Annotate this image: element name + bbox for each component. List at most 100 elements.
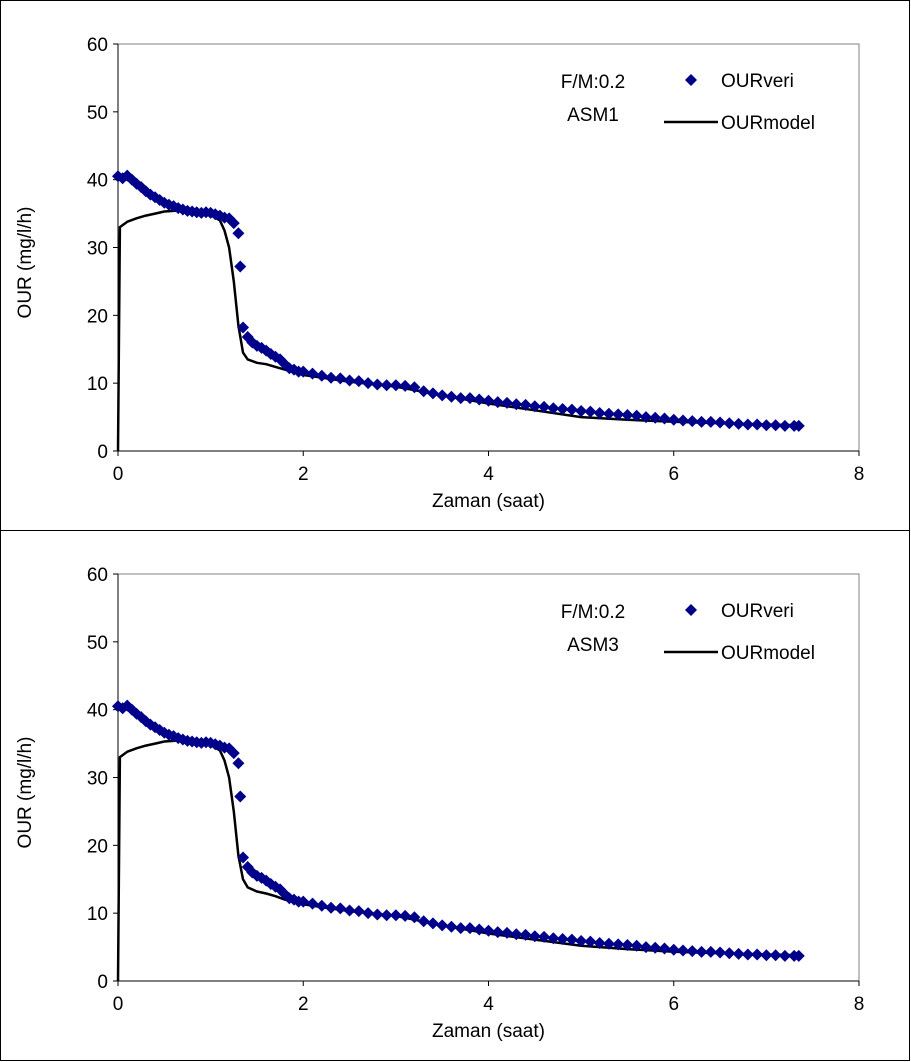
data-point (112, 700, 124, 713)
data-point (482, 394, 495, 407)
data-point (510, 398, 523, 411)
y-tick-label: 0 (97, 442, 108, 463)
data-point (501, 396, 514, 409)
data-point (237, 321, 250, 334)
x-tick-label: 0 (113, 464, 124, 485)
x-tick-label: 2 (298, 464, 309, 485)
data-point (584, 935, 597, 948)
data-point (741, 418, 754, 431)
data-point (792, 949, 805, 962)
data-point (695, 945, 708, 958)
data-point (417, 385, 430, 398)
data-point (630, 409, 643, 422)
legend-label: OURveri (721, 601, 794, 622)
data-point (760, 419, 773, 432)
legend-diamond-marker (685, 604, 697, 616)
data-point (667, 943, 680, 956)
data-point (325, 371, 338, 384)
data-point (760, 949, 773, 962)
data-point (741, 948, 754, 961)
y-tick-label: 30 (87, 769, 108, 790)
data-point (362, 377, 375, 390)
data-point (454, 922, 467, 935)
data-point (149, 721, 162, 734)
data-point (612, 408, 625, 421)
y-tick-label: 60 (87, 565, 108, 586)
data-point (667, 413, 680, 426)
data-point (556, 402, 569, 415)
data-point (575, 404, 588, 417)
y-tick-label: 10 (87, 904, 108, 925)
data-point (612, 938, 625, 951)
data-point (343, 374, 356, 387)
data-point (297, 895, 310, 908)
data-point (639, 411, 652, 424)
data-point (482, 924, 495, 937)
data-point (547, 932, 560, 945)
data-point (723, 417, 736, 430)
data-point (565, 933, 578, 946)
data-point (139, 715, 152, 728)
data-point (334, 372, 347, 385)
chart-asm1: 0 10 20 30 40 50 60 0 2 4 6 8 Zaman (saat) OUR (mg/l/… (15, 35, 865, 512)
data-point (593, 407, 606, 420)
data-point (399, 909, 412, 922)
chart-panel-asm1: 0 10 20 30 40 50 60 0 2 4 6 8 Zaman (saat) OUR (mg/l/… (0, 0, 910, 531)
data-point (519, 398, 532, 411)
data-point (463, 392, 476, 405)
chart-annotation: F/M:0.2 (561, 602, 625, 623)
x-tick-label: 8 (854, 994, 865, 1015)
chart-panel-asm3: 0 10 20 30 40 50 60 0 2 4 6 8 Zaman (saat) OUR (mg/l/… (0, 530, 910, 1061)
data-point (315, 899, 328, 912)
data-point (538, 930, 551, 943)
data-point (306, 897, 319, 910)
y-tick-label: 50 (87, 103, 108, 124)
data-point (167, 730, 180, 743)
data-point (213, 739, 226, 752)
series-ourveri (112, 699, 805, 962)
x-axis-label: Zaman (saat) (432, 1021, 545, 1042)
x-tick-label: 4 (483, 464, 494, 485)
data-point (658, 942, 671, 955)
data-point (510, 928, 523, 941)
data-point (352, 375, 365, 388)
data-point (297, 365, 310, 378)
data-point (408, 381, 421, 394)
data-point (343, 904, 356, 917)
x-tick-label: 0 (113, 994, 124, 1015)
data-point (769, 949, 782, 962)
data-point (491, 396, 504, 409)
data-point (677, 414, 690, 427)
data-point (399, 379, 412, 392)
data-point (584, 405, 597, 418)
data-point (436, 919, 449, 932)
chart-annotation: ASM3 (567, 635, 619, 656)
y-tick-label: 60 (87, 35, 108, 56)
y-tick-label: 20 (87, 306, 108, 327)
data-point (686, 945, 699, 958)
data-point (778, 949, 791, 962)
data-point (116, 702, 129, 715)
data-point (315, 369, 328, 382)
data-point (704, 415, 717, 428)
data-point (593, 937, 606, 950)
data-point (778, 419, 791, 432)
y-tick-label: 0 (97, 972, 108, 993)
data-point (334, 902, 347, 915)
data-point (426, 387, 439, 400)
data-point (362, 907, 375, 920)
data-point (565, 403, 578, 416)
y-axis-label: OUR (mg/l/h) (15, 737, 36, 849)
y-tick-label: 40 (87, 701, 108, 722)
data-point (649, 941, 662, 954)
data-point (234, 260, 247, 273)
data-point (260, 874, 273, 887)
legend-label: OURmodel (721, 643, 815, 664)
data-point (371, 378, 384, 391)
x-tick-label: 2 (298, 994, 309, 1015)
x-tick-label: 8 (854, 464, 865, 485)
data-point (732, 417, 745, 430)
data-point (501, 926, 514, 939)
data-point (121, 699, 134, 712)
data-point (575, 934, 588, 947)
